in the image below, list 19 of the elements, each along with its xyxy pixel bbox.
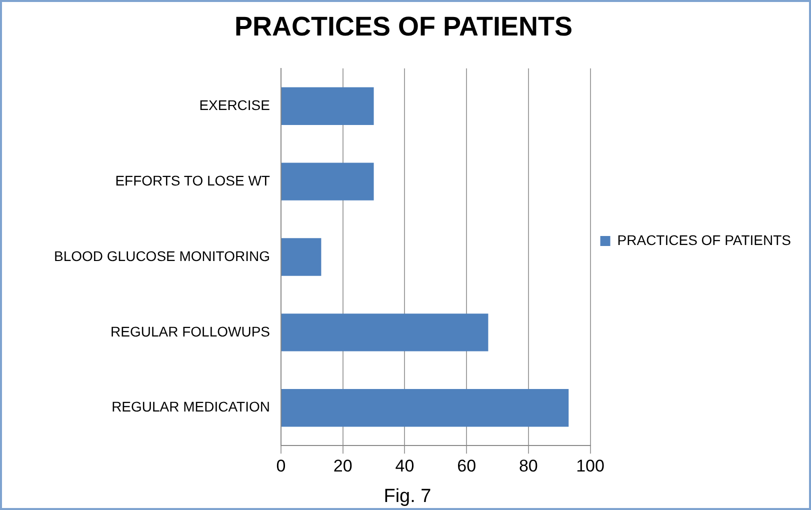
bar: [282, 238, 322, 276]
y-tick-label: REGULAR MEDICATION: [112, 398, 270, 415]
x-tick-label: 60: [457, 456, 476, 476]
x-tick-label: 0: [276, 456, 286, 476]
legend-label: PRACTICES OF PATIENTS: [617, 232, 792, 248]
x-tick-label: 100: [576, 456, 604, 476]
y-tick-label: EXERCISE: [199, 96, 270, 113]
y-tick-label: BLOOD GLUCOSE MONITORING: [54, 248, 270, 264]
y-tick-label: EFFORTS TO LOSE WT: [115, 172, 270, 188]
bar: [282, 162, 374, 200]
x-tick-label: 20: [333, 456, 352, 476]
y-tick-label: REGULAR FOLLOWUPS: [110, 323, 270, 340]
bar: [282, 314, 488, 352]
caption: Fig. 7: [382, 486, 432, 508]
chart-title: PRACTICES OF PATIENTS: [234, 12, 573, 42]
x-tick-label: 40: [395, 456, 414, 476]
x-tick-label: 80: [518, 456, 538, 476]
bar: [282, 87, 374, 125]
bar: [282, 389, 569, 427]
